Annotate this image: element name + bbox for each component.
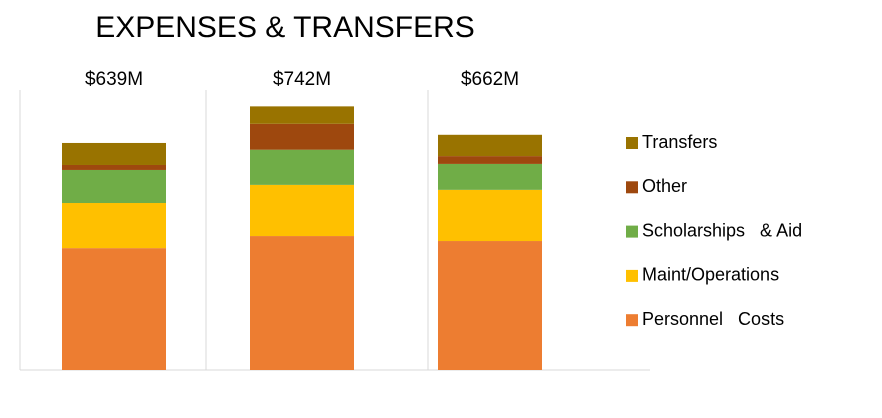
bar-segment: [62, 203, 166, 249]
bar-segment: [250, 236, 354, 370]
legend-label: Maint/Operations: [642, 265, 779, 285]
legend-swatch: [626, 269, 638, 282]
bar-segment: [62, 142, 166, 165]
bar-segment: [250, 106, 354, 124]
total-label: $662M: [461, 69, 519, 90]
bar-segment: [62, 164, 166, 170]
legend-label: Other: [642, 176, 687, 196]
bar-segment: [250, 123, 354, 150]
bar-segment: [250, 184, 354, 237]
legend-label: Personnel Costs: [642, 309, 784, 329]
legend-swatch: [626, 181, 638, 194]
legend-swatch: [626, 137, 638, 149]
bar-segment: [438, 189, 542, 242]
legend-swatch: [626, 314, 638, 327]
legend-label: Transfers: [642, 132, 717, 152]
chart-title: EXPENSES & TRANSFERS: [95, 11, 475, 44]
bar-segment: [438, 241, 542, 370]
bar-segment: [438, 156, 542, 164]
total-label: $639M: [85, 69, 143, 90]
bar-segment: [62, 248, 166, 370]
legend-swatch: [626, 225, 638, 238]
bar-segment: [438, 163, 542, 190]
legend-label: Scholarships & Aid: [642, 220, 802, 240]
bar-segment: [250, 149, 354, 185]
bar-segment: [62, 169, 166, 204]
total-label: $742M: [273, 69, 331, 90]
bar-segment: [438, 134, 542, 157]
